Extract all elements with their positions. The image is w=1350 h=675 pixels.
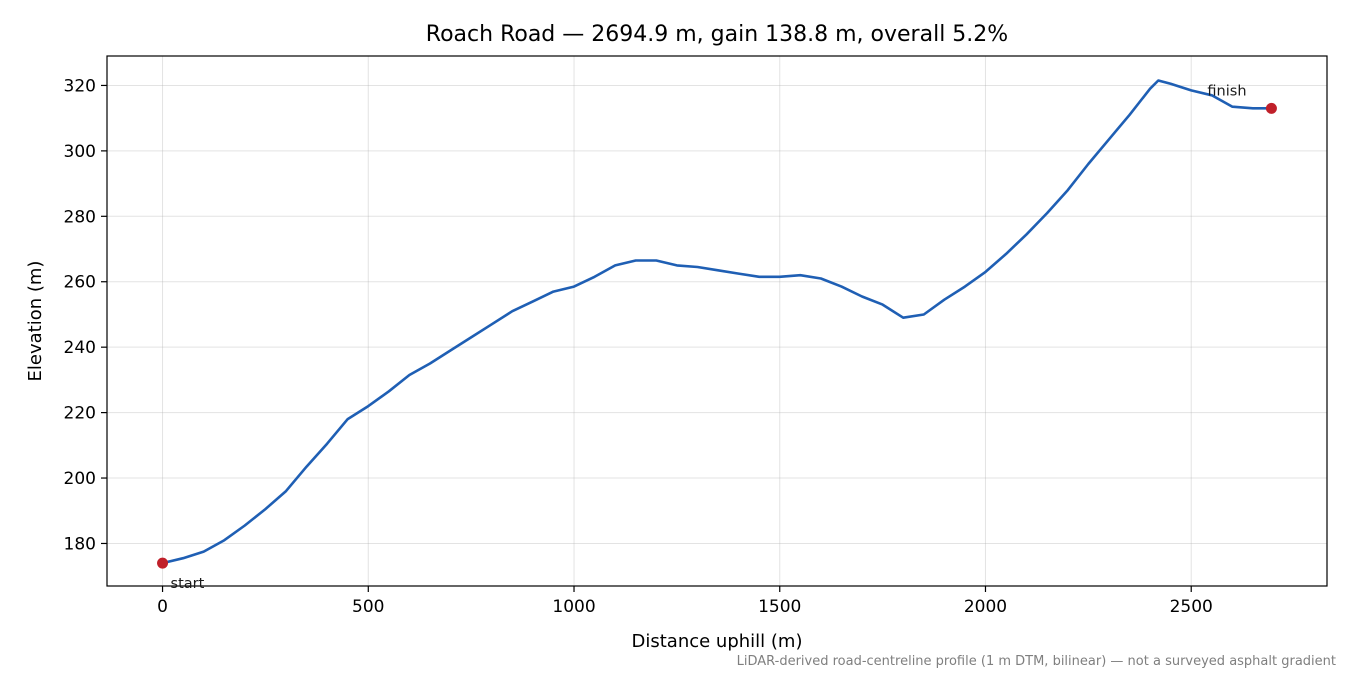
y-tick-label: 240 (64, 338, 96, 358)
x-axis-label: Distance uphill (m) (632, 631, 803, 652)
y-tick-label: 320 (64, 76, 96, 96)
y-tick-label: 280 (64, 207, 96, 227)
endpoint-markers: start finish (157, 83, 1277, 592)
y-tick-label: 300 (64, 142, 96, 162)
x-tick-label: 1500 (758, 597, 801, 617)
start-marker (157, 557, 169, 569)
x-tick-label: 2500 (1170, 597, 1213, 617)
footnote: LiDAR-derived road-centreline profile (1… (737, 654, 1336, 669)
y-tick-label: 200 (64, 469, 96, 489)
y-tick-label: 180 (64, 534, 96, 554)
y-tick-label: 260 (64, 273, 96, 293)
chart-title: Roach Road — 2694.9 m, gain 138.8 m, ove… (426, 22, 1008, 47)
x-tick-label: 0 (157, 597, 168, 617)
finish-marker (1265, 102, 1277, 114)
grid-lines (107, 56, 1327, 586)
x-tick-label: 500 (352, 597, 384, 617)
elevation-line (161, 79, 1273, 565)
y-axis-label: Elevation (m) (25, 261, 46, 382)
start-label: start (171, 576, 205, 592)
plot-frame (106, 55, 1328, 587)
axis-ticks: 0 500 1000 1500 2000 2500 180 200 220 240 260 280 30… (64, 76, 1213, 617)
finish-label: finish (1207, 83, 1246, 99)
y-tick-label: 220 (64, 404, 96, 424)
x-tick-label: 2000 (964, 597, 1007, 617)
x-tick-label: 1000 (552, 597, 595, 617)
